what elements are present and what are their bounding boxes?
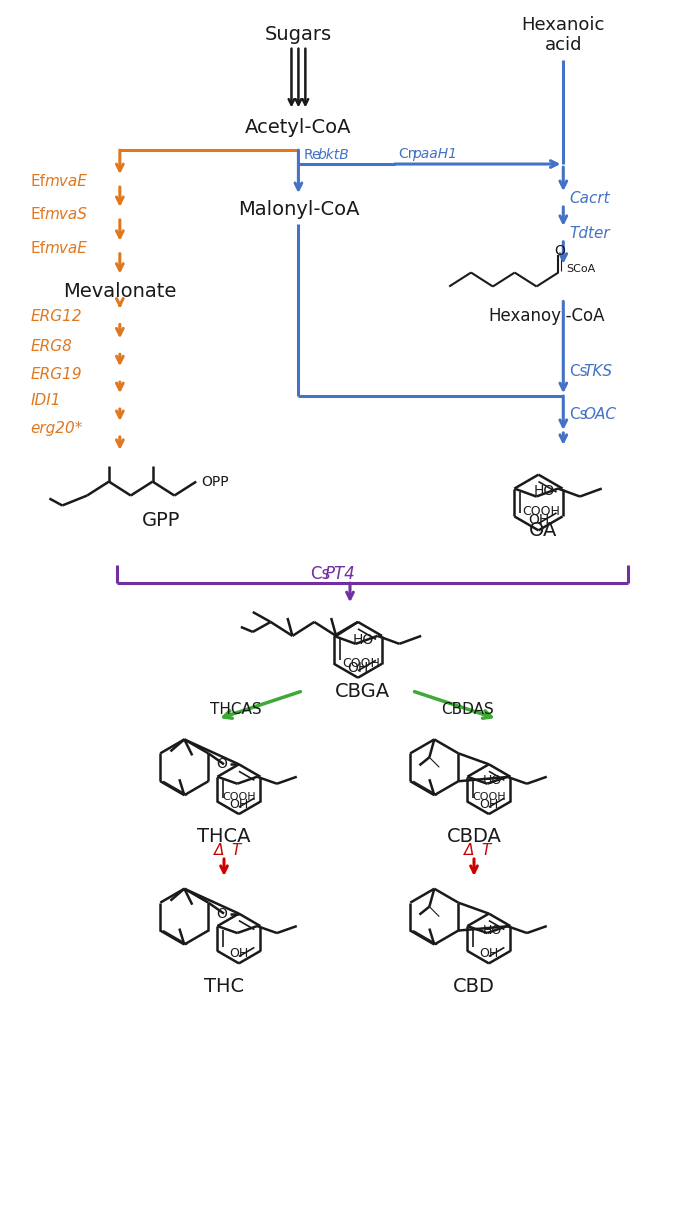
Text: HO: HO [533, 483, 554, 498]
Text: OPP: OPP [201, 475, 229, 489]
Text: O: O [554, 243, 565, 258]
Text: Sugars: Sugars [265, 26, 332, 44]
Text: ERG12: ERG12 [31, 309, 82, 324]
Text: HO: HO [353, 632, 374, 647]
Text: OH: OH [230, 797, 248, 811]
Text: ERG8: ERG8 [31, 339, 72, 353]
Text: Acetyl-CoA: Acetyl-CoA [245, 117, 351, 137]
Text: COOH: COOH [473, 791, 506, 801]
Text: acid: acid [545, 35, 582, 54]
Text: THCAS: THCAS [210, 702, 262, 717]
Text: T: T [231, 844, 240, 859]
Text: Hexanoic: Hexanoic [522, 16, 605, 34]
Text: bktB: bktB [317, 148, 349, 163]
Text: CBDAS: CBDAS [441, 702, 494, 717]
Text: O: O [216, 757, 228, 772]
Text: paaH1: paaH1 [412, 147, 458, 161]
Text: CBGA: CBGA [335, 682, 391, 701]
Text: erg20*: erg20* [31, 422, 83, 437]
Text: Cs: Cs [569, 363, 588, 379]
Text: ERG19: ERG19 [31, 367, 82, 382]
Text: HO: HO [483, 774, 503, 788]
Text: CBDA: CBDA [447, 828, 501, 846]
Text: IDI1: IDI1 [31, 394, 61, 408]
Text: SCoA: SCoA [566, 264, 596, 274]
Text: COOH: COOH [342, 657, 379, 670]
Text: THC: THC [204, 977, 244, 996]
Text: Cs: Cs [569, 407, 588, 422]
Text: Malonyl-CoA: Malonyl-CoA [238, 201, 359, 219]
Text: OH: OH [528, 514, 549, 527]
Text: mvaS: mvaS [44, 208, 88, 223]
Text: Hexanoyl-CoA: Hexanoyl-CoA [488, 307, 605, 325]
Text: Cacrt: Cacrt [569, 191, 610, 207]
Text: Re: Re [303, 148, 321, 163]
Text: Ef: Ef [31, 208, 46, 223]
Text: Cs: Cs [310, 565, 330, 583]
Text: OH: OH [347, 660, 369, 675]
Text: HO: HO [483, 923, 503, 937]
Text: THCA: THCA [197, 828, 251, 846]
Text: CBD: CBD [453, 977, 495, 996]
Text: Ef: Ef [31, 175, 46, 190]
Text: PT4: PT4 [324, 565, 355, 583]
Text: mvaE: mvaE [44, 175, 88, 190]
Text: OH: OH [480, 947, 498, 960]
Text: Δ: Δ [214, 844, 224, 859]
Text: TKS: TKS [583, 363, 612, 379]
Text: OH: OH [480, 797, 498, 811]
Text: T: T [481, 844, 490, 859]
Text: Mevalonate: Mevalonate [63, 283, 176, 301]
Text: Cn: Cn [398, 147, 417, 161]
Text: OAC: OAC [583, 407, 616, 422]
Text: COOH: COOH [223, 791, 256, 801]
Text: Ef: Ef [31, 241, 46, 256]
Text: Δ: Δ [463, 844, 474, 859]
Text: COOH: COOH [522, 505, 560, 519]
Text: OH: OH [230, 947, 248, 960]
Text: OA: OA [529, 521, 558, 539]
Text: mvaE: mvaE [44, 241, 88, 256]
Text: Tdter: Tdter [569, 226, 610, 241]
Text: O: O [216, 906, 228, 921]
Text: GPP: GPP [142, 511, 181, 530]
